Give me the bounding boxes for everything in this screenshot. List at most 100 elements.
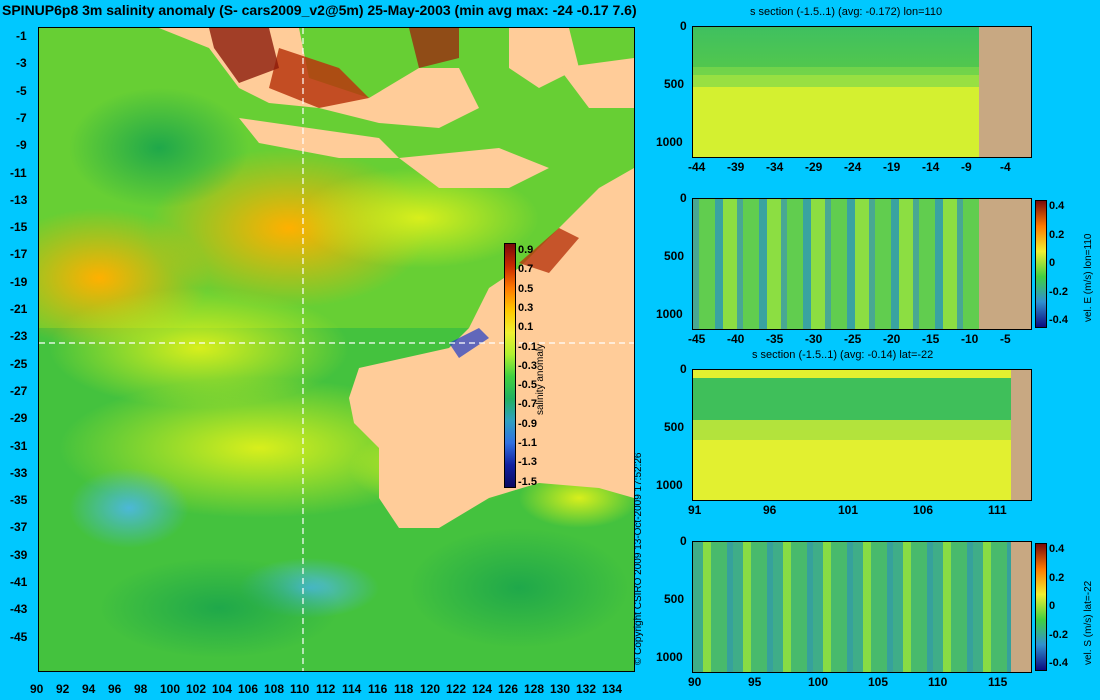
section-4-x-tick: 110	[928, 675, 948, 689]
section-4-colorbar	[1035, 543, 1047, 671]
section-4-colorbar-tick: -0.2	[1049, 628, 1068, 641]
section-3-title: s section (-1.5..1) (avg: -0.14) lat=-22	[752, 349, 934, 361]
map-colorbar-tick: -0.3	[518, 359, 537, 372]
map-x-tick: 130	[550, 682, 571, 696]
section-1-y-tick: 0	[680, 19, 687, 33]
map-x-tick: 118	[394, 682, 414, 696]
map-colorbar-tick: -0.1	[518, 340, 537, 353]
map-x-tick: 94	[82, 682, 96, 696]
section-2-x-tick: -40	[727, 332, 745, 346]
section-2-x-tick: -5	[1000, 332, 1011, 346]
section-2-y-tick: 1000	[656, 307, 683, 321]
map-x-tick: 126	[498, 682, 519, 696]
section-3-x-tick: 106	[913, 503, 934, 517]
map-y-tick: -11	[10, 165, 27, 180]
map-y-tick: -7	[16, 110, 27, 125]
australia-landmass	[349, 168, 634, 528]
map-x-tick: 104	[212, 682, 233, 696]
map-x-tick: 110	[290, 682, 310, 696]
section-2-colorbar-tick: -0.4	[1049, 314, 1068, 326]
map-y-tick: -25	[10, 356, 28, 371]
section-1-x-tick: -14	[922, 160, 940, 174]
map-y-tick: -39	[10, 547, 28, 562]
salinity-map	[38, 27, 635, 672]
copyright-text: © Copyright CSIRO 2009 13-Oct-2009 17:52…	[633, 452, 644, 666]
map-colorbar-tick: 0.3	[518, 301, 534, 314]
section-2-colorbar-label: vel. E (m/s) lon=110	[1083, 233, 1094, 322]
section-4-colorbar-label: vel. S (m/s) lat=-22	[1083, 580, 1094, 665]
map-y-tick: -1	[16, 29, 27, 43]
section-1-x-tick: -4	[1000, 160, 1011, 174]
section-3-plot	[692, 369, 1032, 501]
section-4-y-tick: 1000	[656, 650, 683, 664]
section-2-x-tick: -45	[688, 332, 706, 346]
map-colorbar-tick: 0.1	[518, 321, 534, 334]
map-x-tick: 124	[472, 682, 493, 696]
map-colorbar-tick: -0.5	[518, 379, 537, 392]
section-1-x-tick: -29	[805, 160, 823, 174]
map-x-tick: 108	[264, 682, 285, 696]
map-colorbar-tick: 0.7	[518, 263, 534, 276]
section-4-colorbar-tick: -0.4	[1049, 657, 1068, 669]
section-4-colorbar-tick: 0	[1049, 600, 1056, 612]
section-1-x-tick: -44	[688, 160, 706, 174]
section-1-x-tick: -24	[844, 160, 862, 174]
section-3-x-tick: 101	[838, 503, 859, 517]
section-2-x-tick: -30	[805, 332, 823, 346]
section-3-y-tick: 1000	[656, 478, 683, 492]
section-4-colorbar-tick: 0.2	[1049, 571, 1065, 584]
map-x-tick: 134	[602, 682, 623, 696]
section-2-plot	[692, 198, 1032, 330]
map-x-tick: 122	[446, 682, 467, 696]
map-y-tick: -17	[10, 247, 28, 262]
map-colorbar-tick: 0.5	[518, 282, 534, 295]
map-y-tick: -19	[10, 274, 28, 289]
section-2-colorbar-tick: -0.2	[1049, 285, 1068, 298]
section-1-x-tick: -9	[961, 160, 972, 174]
section-4-x-tick: 90	[688, 675, 702, 689]
map-colorbar-label: salinity anomaly	[535, 343, 546, 415]
map-y-tick: -27	[10, 383, 28, 398]
map-colorbar	[504, 243, 516, 488]
section-2-y-tick: 500	[664, 249, 685, 263]
map-y-tick: -13	[10, 192, 28, 207]
section-2-y-tick: 0	[680, 191, 687, 205]
map-x-tick: 102	[186, 682, 207, 696]
map-x-tick: 114	[342, 682, 362, 696]
section-1-plot	[692, 26, 1032, 158]
section-1-title: s section (-1.5..1) (avg: -0.172) lon=11…	[750, 6, 943, 18]
map-y-tick: -9	[16, 138, 27, 153]
section-2-x-tick: -35	[766, 332, 784, 346]
section-4-plot	[692, 541, 1032, 673]
map-x-tick: 116	[368, 682, 388, 696]
map-x-tick: 132	[576, 682, 597, 696]
section-4-x-tick: 105	[868, 675, 889, 689]
map-y-tick: -43	[10, 602, 28, 617]
section-1-x-tick: -39	[727, 160, 745, 174]
map-x-tick: 98	[134, 682, 148, 696]
section-2-x-tick: -10	[961, 332, 979, 346]
section-2-colorbar-tick: 0	[1049, 257, 1056, 269]
map-x-tick: 112	[316, 682, 336, 696]
map-x-tick: 96	[108, 682, 122, 696]
section-1-y-tick: 500	[664, 77, 685, 91]
map-colorbar-tick: -1.3	[518, 456, 537, 469]
section-3-x-tick: 91	[688, 503, 702, 517]
map-svg	[39, 28, 634, 671]
map-y-tick: -31	[10, 438, 28, 453]
section-4-y-tick: 500	[664, 592, 685, 606]
section-2-colorbar-tick: 0.2	[1049, 228, 1065, 241]
section-3-y-tick: 500	[664, 420, 685, 434]
section-3-y-tick: 0	[680, 362, 687, 376]
map-y-tick: -15	[10, 220, 28, 235]
section-2-colorbar	[1035, 200, 1047, 328]
map-colorbar-tick: -0.7	[518, 398, 537, 411]
section-3-x-tick: 96	[763, 503, 777, 517]
map-x-tick: 106	[238, 682, 259, 696]
map-y-tick: -35	[10, 493, 28, 508]
map-y-tick: -29	[10, 411, 28, 426]
map-y-tick: -21	[10, 302, 28, 316]
map-y-tick: -23	[10, 329, 28, 344]
section-4-colorbar-tick: 0.4	[1049, 543, 1065, 555]
map-y-tick: -45	[10, 629, 28, 644]
